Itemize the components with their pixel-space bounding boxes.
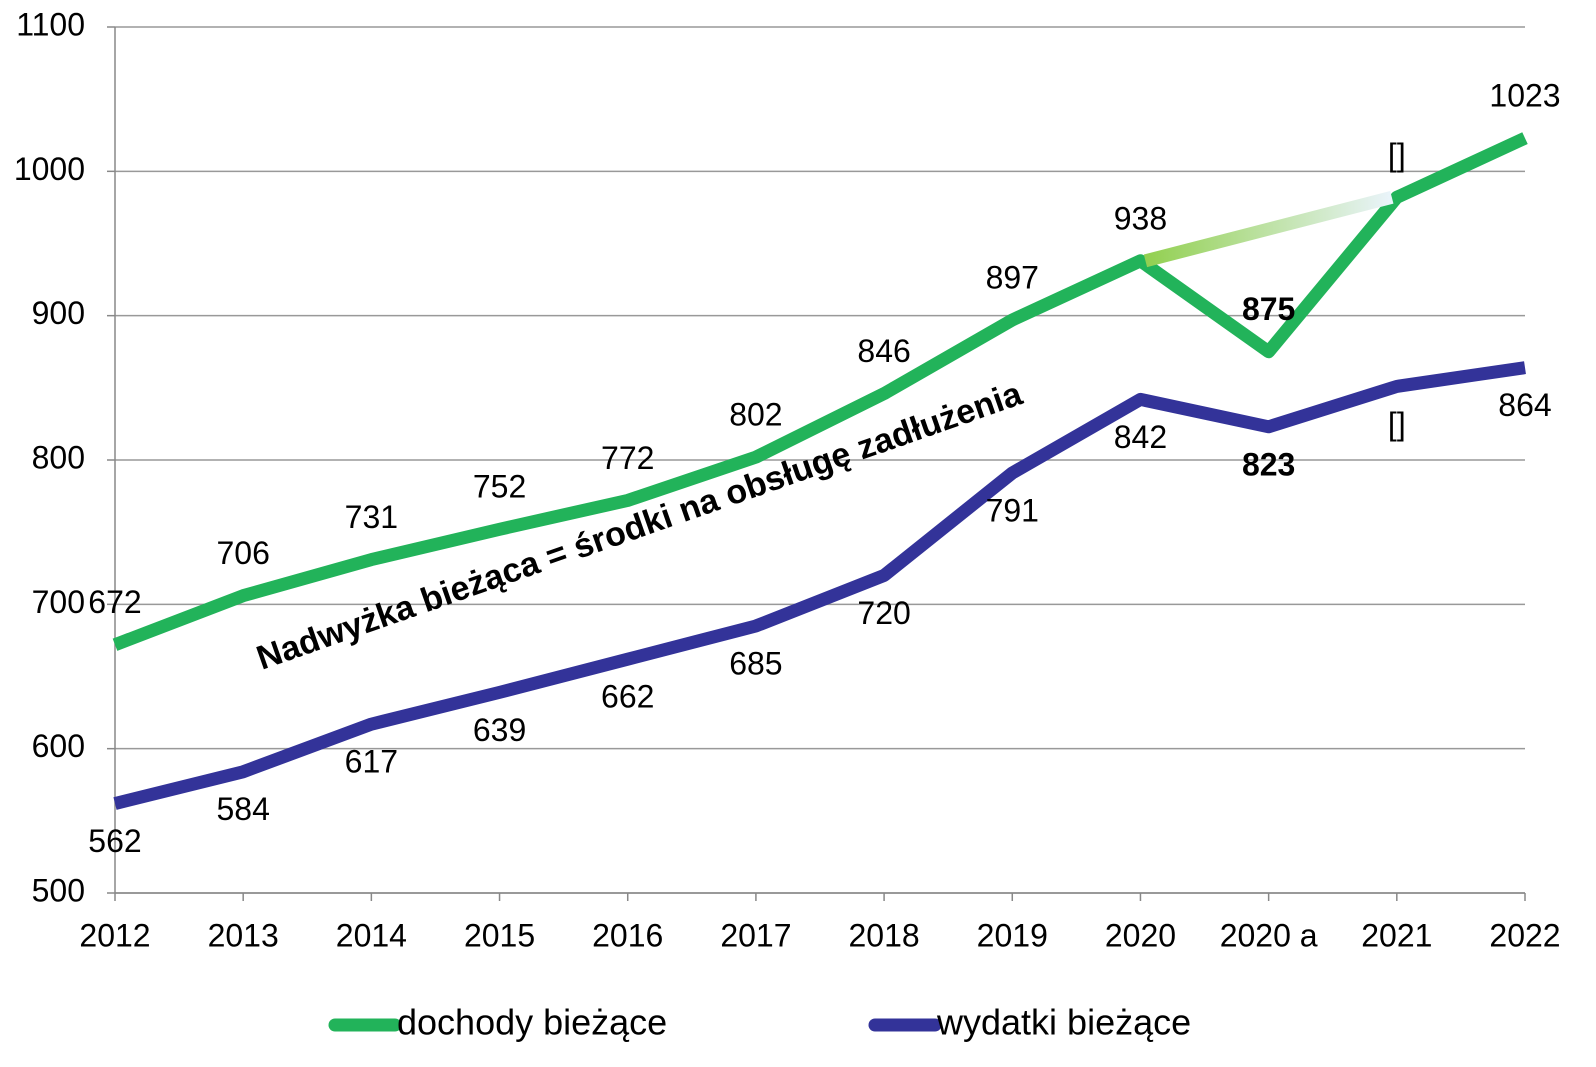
data-label: 846 bbox=[857, 333, 910, 369]
data-label: 662 bbox=[601, 679, 654, 715]
data-label: 1023 bbox=[1489, 78, 1560, 114]
x-tick-label: 2017 bbox=[720, 917, 791, 953]
legend-label: dochody bieżące bbox=[397, 1002, 667, 1043]
bridge-line bbox=[1143, 191, 1394, 268]
data-label: 772 bbox=[601, 440, 654, 476]
x-tick-label: 2015 bbox=[464, 917, 535, 953]
data-label: 938 bbox=[1114, 200, 1167, 236]
data-label: 752 bbox=[473, 469, 526, 505]
data-label: 731 bbox=[345, 499, 398, 535]
data-label: 584 bbox=[216, 791, 269, 827]
data-label: [] bbox=[1388, 406, 1406, 442]
y-tick-label: 1000 bbox=[14, 151, 85, 187]
data-label: 897 bbox=[986, 259, 1039, 295]
data-label: [] bbox=[1388, 137, 1406, 173]
y-tick-label: 1100 bbox=[16, 6, 85, 42]
y-tick-label: 800 bbox=[32, 439, 85, 475]
data-label: 823 bbox=[1242, 446, 1295, 482]
data-label: 562 bbox=[88, 823, 141, 859]
x-tick-label: 2021 bbox=[1361, 917, 1432, 953]
data-label: 791 bbox=[986, 492, 1039, 528]
x-tick-label: 2016 bbox=[592, 917, 663, 953]
y-tick-label: 900 bbox=[32, 295, 85, 331]
data-label: 672 bbox=[88, 584, 141, 620]
data-label: 639 bbox=[473, 712, 526, 748]
y-tick-label: 700 bbox=[32, 584, 85, 620]
data-label: 706 bbox=[216, 535, 269, 571]
x-tick-label: 2018 bbox=[848, 917, 919, 953]
series-line bbox=[113, 361, 1526, 810]
data-label: 720 bbox=[857, 595, 910, 631]
x-tick-label: 2019 bbox=[977, 917, 1048, 953]
x-tick-label: 2020 a bbox=[1220, 917, 1318, 953]
series-line bbox=[112, 132, 1528, 651]
y-tick-label: 600 bbox=[32, 728, 85, 764]
x-tick-label: 2013 bbox=[208, 917, 279, 953]
data-label: 842 bbox=[1114, 419, 1167, 455]
x-tick-label: 2020 bbox=[1105, 917, 1176, 953]
legend-label: wydatki bieżące bbox=[936, 1002, 1191, 1043]
x-tick-label: 2014 bbox=[336, 917, 407, 953]
data-label: 685 bbox=[729, 645, 782, 681]
y-tick-label: 500 bbox=[32, 872, 85, 908]
data-label: 864 bbox=[1498, 387, 1551, 423]
data-label: 617 bbox=[345, 744, 398, 780]
data-label: 875 bbox=[1242, 291, 1295, 327]
data-label: 802 bbox=[729, 397, 782, 433]
x-tick-label: 2012 bbox=[79, 917, 150, 953]
x-tick-label: 2022 bbox=[1489, 917, 1560, 953]
